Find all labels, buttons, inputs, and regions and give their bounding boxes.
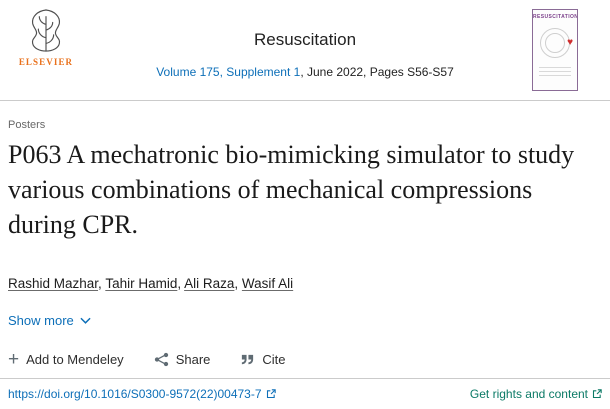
add-to-mendeley-button[interactable]: + Add to Mendeley [8,350,124,369]
show-more-button[interactable]: Show more [8,313,91,328]
issue-info: , June 2022, Pages S56-S57 [300,65,454,79]
action-toolbar: + Add to Mendeley [8,350,602,369]
journal-header: ELSEVIER Resuscitation Volume 175, Suppl… [0,0,610,101]
bottom-bar: https://doi.org/10.1016/S0300-9572(22)00… [0,378,610,409]
journal-cover-thumbnail[interactable]: RESUSCITATION ♥ [532,9,578,91]
elsevier-logo[interactable]: ELSEVIER [18,7,74,67]
cite-label: Cite [262,352,286,368]
heart-icon: ♥ [567,37,573,48]
journal-header-center: Resuscitation Volume 175, Supplement 1, … [95,30,515,79]
author-link[interactable]: Ali Raza [184,276,235,292]
cover-decoration-lines [533,67,577,76]
cite-quote-icon [240,352,255,367]
cite-button[interactable]: Cite [240,352,286,368]
section-label: Posters [8,119,46,131]
author-link[interactable]: Tahir Hamid [105,276,178,292]
cover-journal-title: RESUSCITATION [533,14,578,20]
cover-ring-outer [540,28,570,58]
get-rights-text: Get rights and content [469,387,588,401]
article-main: Posters P063 A mechatronic bio-mimicking… [0,119,610,369]
volume-issue-link[interactable]: Volume 175, Supplement 1 [156,65,301,79]
share-icon [154,352,169,367]
journal-title-link[interactable]: Resuscitation [253,30,357,49]
chevron-down-icon [80,317,91,325]
author-link[interactable]: Rashid Mazhar [8,276,99,292]
add-to-mendeley-label: Add to Mendeley [26,352,124,368]
doi-link-text: https://doi.org/10.1016/S0300-9572(22)00… [8,387,262,401]
doi-link[interactable]: https://doi.org/10.1016/S0300-9572(22)00… [8,387,276,401]
get-rights-link[interactable]: Get rights and content [470,387,602,401]
external-link-icon [266,389,276,399]
cover-art: ♥ [540,28,573,58]
cover-ring-inner [545,33,565,53]
elsevier-wordmark: ELSEVIER [18,57,74,67]
article-title: P063 A mechatronic bio-mimicking simulat… [8,140,575,240]
volume-line: Volume 175, Supplement 1, June 2022, Pag… [95,65,515,79]
external-link-icon [592,389,602,399]
share-label: Share [175,352,211,368]
author-link[interactable]: Wasif Ali [241,276,294,292]
plus-icon: + [8,349,20,371]
share-button[interactable]: Share [154,352,211,368]
elsevier-tree-icon [18,7,74,55]
author-list: Rashid Mazhar, Tahir Hamid, Ali Raza, Wa… [8,276,294,292]
show-more-label: Show more [8,313,74,329]
